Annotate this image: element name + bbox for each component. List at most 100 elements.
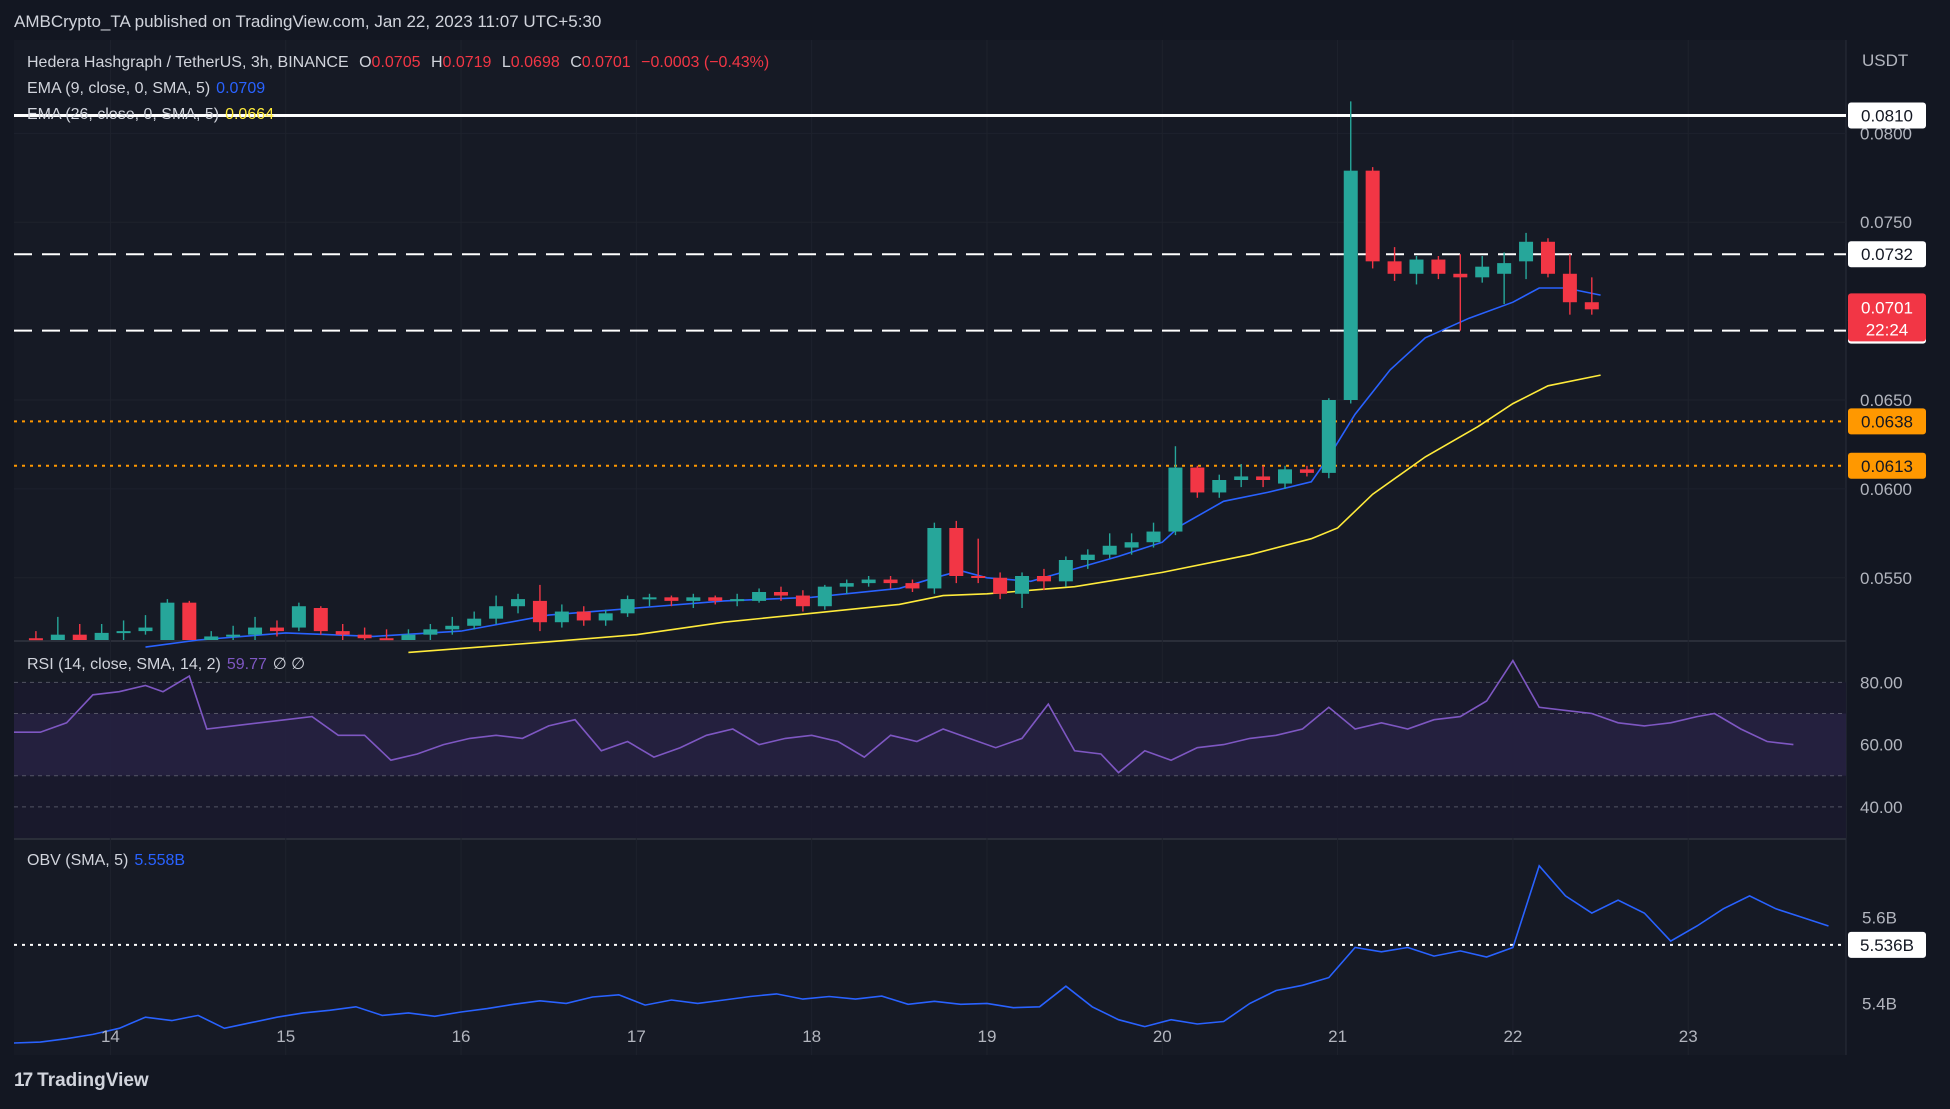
ema-slow-line xyxy=(408,374,1601,654)
candle-body xyxy=(138,627,153,632)
candle-body xyxy=(445,625,460,630)
candle-body xyxy=(554,611,569,623)
candle-body xyxy=(1519,241,1534,262)
candle-body xyxy=(839,583,854,587)
rsi-tick-label: 80.00 xyxy=(1860,673,1903,692)
candle-body xyxy=(861,579,876,584)
candle-body xyxy=(752,592,767,601)
x-tick-label: 17 xyxy=(627,1027,646,1046)
candle-body xyxy=(642,597,657,600)
candle-body xyxy=(1036,576,1051,582)
candle-body xyxy=(511,599,526,607)
high-label: H xyxy=(430,54,443,71)
candle-body xyxy=(1212,480,1227,493)
candle-body xyxy=(949,528,964,576)
candle-body xyxy=(1015,576,1030,594)
candle-body xyxy=(94,632,109,640)
close-label: C xyxy=(570,54,582,71)
obv-legend[interactable]: OBV (SMA, 5) 5.558B xyxy=(27,852,191,870)
rsi-background-band xyxy=(14,682,1846,838)
rsi-extra: ∅ ∅ xyxy=(272,656,306,673)
candle-body xyxy=(1299,469,1314,473)
candle-body xyxy=(1190,467,1205,493)
candle-body xyxy=(1365,170,1380,262)
candle-body xyxy=(927,528,942,589)
obv-line xyxy=(13,864,1829,1044)
close-value: 0.0701 xyxy=(581,54,631,71)
last-price-countdown: 22:24 xyxy=(1866,320,1909,339)
candle-body xyxy=(686,597,701,601)
obv-value: 5.558B xyxy=(134,852,186,869)
price-level-badge xyxy=(1848,408,1926,435)
candle-body xyxy=(795,595,810,607)
candle-body xyxy=(1146,531,1161,543)
last-price-label: 0.0701 xyxy=(1861,298,1913,317)
candle-body xyxy=(773,592,788,596)
ema-fast-line xyxy=(145,287,1601,648)
x-tick-label: 16 xyxy=(452,1027,471,1046)
symbol-legend[interactable]: Hedera Hashgraph / TetherUS, 3h, BINANCE… xyxy=(27,54,781,72)
price-level-badge xyxy=(1848,102,1926,129)
price-level-label: 0.0613 xyxy=(1861,457,1913,476)
candle-body xyxy=(291,606,306,628)
candle-body xyxy=(1540,241,1555,274)
candle-body xyxy=(1234,476,1249,480)
x-tick-label: 19 xyxy=(978,1027,997,1046)
y-tick-label: 0.0600 xyxy=(1860,480,1912,499)
candle-body xyxy=(467,618,482,626)
candle-body xyxy=(1256,476,1271,480)
candle-body xyxy=(357,634,372,639)
rsi-tick-label: 60.00 xyxy=(1860,736,1903,755)
candle-body xyxy=(993,577,1008,594)
candle-body xyxy=(620,599,635,614)
y-tick-label: 0.0800 xyxy=(1860,124,1912,143)
candle-body xyxy=(1497,263,1512,274)
tradingview-footer[interactable]: 17 TradingView xyxy=(14,1070,149,1092)
obv-level-label: 5.536B xyxy=(1860,936,1914,955)
candle-body xyxy=(817,586,832,607)
candle-body xyxy=(28,638,43,641)
price-unit-label: USDT xyxy=(1862,51,1908,70)
candle-body xyxy=(1343,170,1358,400)
rsi-band-fill xyxy=(14,713,1846,776)
candle-body xyxy=(1080,554,1095,560)
candle-body xyxy=(1409,259,1424,274)
candle-body xyxy=(1058,560,1073,582)
ema-fast-value: 0.0709 xyxy=(216,80,266,97)
candle-body xyxy=(248,627,263,635)
ema-slow-label: EMA (26, close, 0, SMA, 5) xyxy=(27,106,220,123)
ema-slow-legend[interactable]: EMA (26, close, 0, SMA, 5) 0.0664 xyxy=(27,106,280,124)
candle-body xyxy=(532,600,547,623)
candle-body xyxy=(1124,542,1139,548)
obv-level-badge xyxy=(1848,931,1926,958)
publisher-line: AMBCrypto_TA published on TradingView.co… xyxy=(14,12,602,31)
candle-body xyxy=(401,634,416,640)
candle-body xyxy=(226,634,241,637)
open-label: O xyxy=(359,54,372,71)
candle-body xyxy=(1584,302,1599,310)
rsi-line xyxy=(14,659,1794,774)
candle-body xyxy=(576,611,591,621)
y-tick-label: 0.0550 xyxy=(1860,569,1912,588)
obv-tick-label: 5.4B xyxy=(1862,994,1897,1013)
x-tick-label: 23 xyxy=(1679,1027,1698,1046)
candle-body xyxy=(598,613,613,621)
ema-fast-legend[interactable]: EMA (9, close, 0, SMA, 5) 0.0709 xyxy=(27,80,271,98)
candle-body xyxy=(72,634,87,640)
candle-body xyxy=(335,631,350,635)
change-value: −0.0003 (−0.43%) xyxy=(641,54,770,71)
candle-body xyxy=(489,606,504,619)
candle-body xyxy=(1475,266,1490,278)
tradingview-brand: TradingView xyxy=(37,1070,149,1091)
candle-body xyxy=(313,608,328,632)
x-tick-label: 15 xyxy=(276,1027,295,1046)
x-tick-label: 20 xyxy=(1153,1027,1172,1046)
price-level-label: 0.0638 xyxy=(1861,412,1913,431)
high-value: 0.0719 xyxy=(442,54,492,71)
rsi-legend[interactable]: RSI (14, close, SMA, 14, 2) 59.77 ∅ ∅ xyxy=(27,654,311,674)
rsi-value: 59.77 xyxy=(226,656,267,673)
candle-body xyxy=(1278,469,1293,484)
rsi-tick-label: 40.00 xyxy=(1860,798,1903,817)
x-tick-label: 18 xyxy=(802,1027,821,1046)
